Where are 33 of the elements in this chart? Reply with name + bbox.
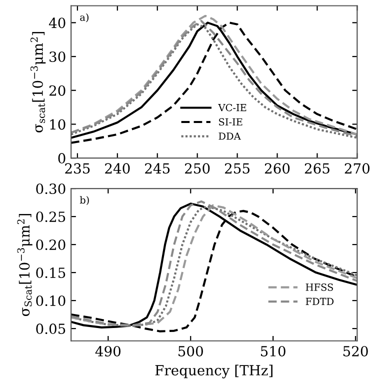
- x-tick-label: 235: [65, 163, 90, 174]
- y-tick-label: 10: [50, 119, 66, 130]
- y-tick-label: 0.15: [36, 268, 66, 278]
- y-tick-label: 0.20: [36, 240, 66, 250]
- legend-label: HFSS: [306, 284, 333, 291]
- x-tick-label: 520: [343, 346, 368, 356]
- annotation: b): [80, 196, 89, 206]
- y-tick-label: 30: [50, 51, 66, 62]
- x-tick-label: 500: [178, 346, 203, 356]
- y-tick-label: 20: [49, 85, 66, 96]
- x-tick-label: 245: [145, 163, 170, 174]
- x-tick-label: 265: [304, 163, 330, 174]
- y-tick-label: 40: [48, 18, 66, 28]
- x-tick-label: 270: [344, 163, 370, 174]
- legend-label: DDA: [218, 132, 241, 140]
- y-tick-label: 0.05: [36, 324, 66, 334]
- y-axis-title: σ$_{Scat}$[10$^{−3}$μm$^{2}$]: [17, 214, 32, 316]
- y-tick-label: 0.30: [36, 184, 66, 194]
- annotation: a): [80, 13, 88, 22]
- x-tick-label: 260: [264, 163, 290, 174]
- legend-label: FDTD: [306, 298, 334, 305]
- x-tick-label: 255: [224, 163, 250, 174]
- legend-label: SI-IE: [219, 118, 242, 126]
- x-tick-label: 510: [260, 346, 286, 356]
- x-tick-label: 250: [185, 163, 210, 174]
- legend-label: VC-IE: [218, 104, 246, 112]
- x-axis-title: Frequency [THz]: [155, 364, 272, 378]
- y-tick-label: 0.25: [36, 212, 66, 222]
- y-axis-title: σ$_{scat}$[10$^{−3}$μm$^{2}$]: [30, 32, 46, 132]
- x-tick-label: 240: [105, 163, 130, 174]
- y-tick-label: 0.10: [36, 296, 66, 306]
- y-tick-label: 0: [58, 153, 66, 164]
- x-tick-label: 490: [95, 346, 120, 356]
